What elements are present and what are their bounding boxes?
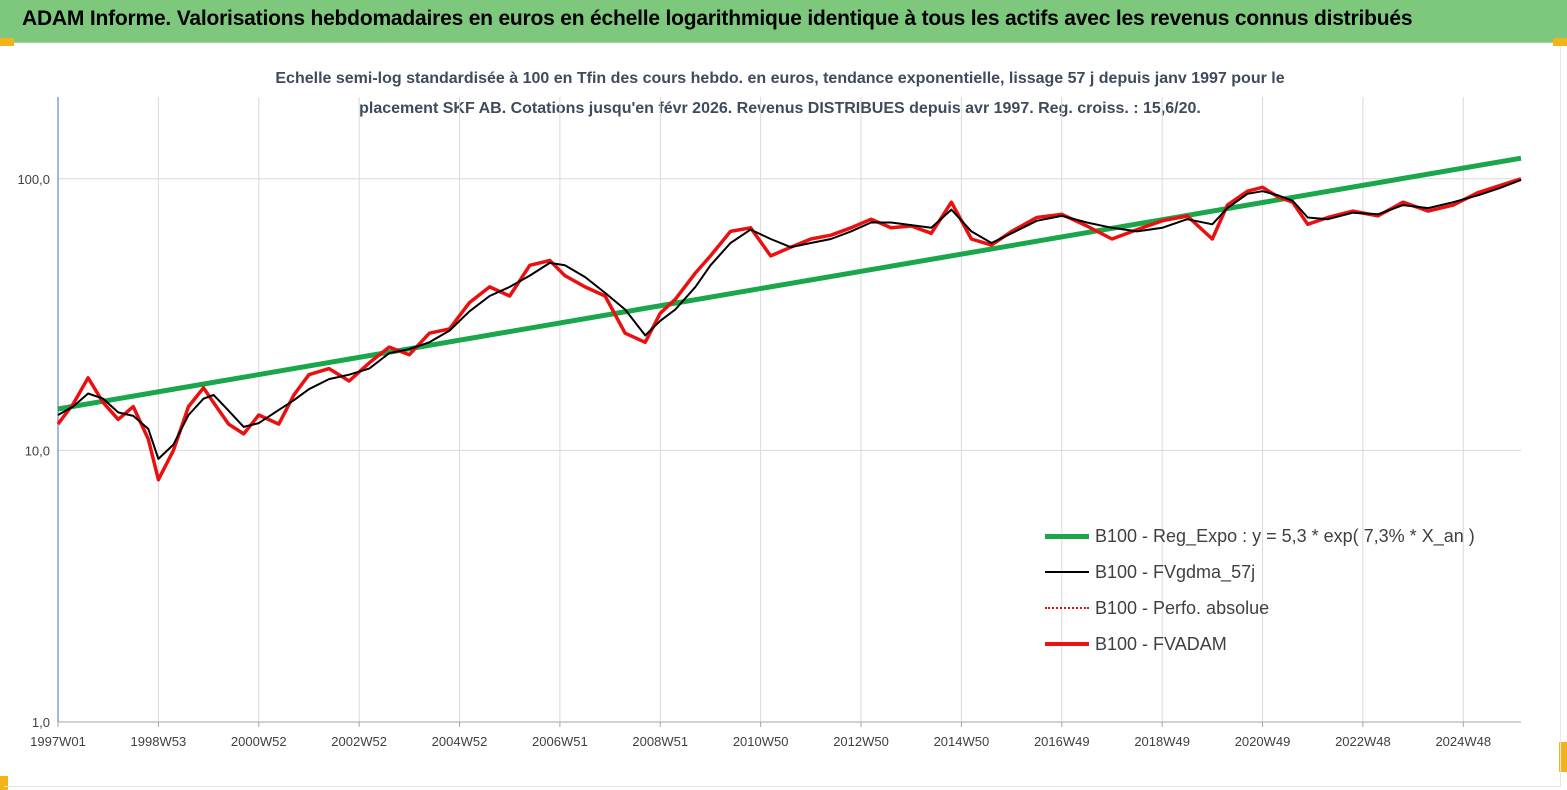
x-tick-label: 1997W01 (30, 734, 86, 749)
x-tick-label: 2006W51 (532, 734, 588, 749)
x-tick-label: 1998W53 (131, 734, 187, 749)
series-line-smoothed (57, 179, 1522, 460)
x-tick-label: 2018W49 (1134, 734, 1190, 749)
x-tick-label: 2024W48 (1435, 734, 1491, 749)
legend-swatch-fvadam (1045, 642, 1089, 646)
legend-label-trend: B100 - Reg_Expo : y = 5,3 * exp( 7,3% * … (1095, 525, 1475, 546)
legend-swatch-smoothed (1045, 571, 1089, 573)
corner-marker-bottom-right (1559, 742, 1567, 772)
chart-frame (4, 46, 1561, 787)
x-tick-label: 2004W52 (432, 734, 488, 749)
corner-marker-top-left (0, 38, 14, 46)
legend-item-smoothed: B100 - FVgdma_57j (1045, 554, 1475, 590)
legend-item-trend: B100 - Reg_Expo : y = 5,3 * exp( 7,3% * … (1045, 518, 1475, 554)
x-tick-label: 2012W50 (833, 734, 889, 749)
legend-label-smoothed: B100 - FVgdma_57j (1095, 561, 1256, 582)
chart-legend: B100 - Reg_Expo : y = 5,3 * exp( 7,3% * … (1045, 518, 1475, 662)
corner-marker-bottom-left (0, 776, 8, 790)
header-bar: ADAM Informe. Valorisations hebdomadaire… (0, 0, 1567, 43)
x-tick-label: 2002W52 (331, 734, 387, 749)
legend-swatch-perf (1045, 607, 1089, 609)
series-line-trend (57, 155, 1522, 412)
corner-marker-top-right (1553, 38, 1567, 46)
x-tick-label: 2014W50 (934, 734, 990, 749)
series-line-perf (57, 178, 1522, 482)
legend-label-perf: B100 - Perfo. absolue (1095, 597, 1270, 618)
y-tick-label: 10,0 (25, 443, 50, 458)
legend-item-perf: B100 - Perfo. absolue (1045, 590, 1475, 626)
legend-label-fvadam: B100 - FVADAM (1095, 633, 1227, 654)
legend-item-fvadam: B100 - FVADAM (1045, 626, 1475, 662)
x-tick-label: 2016W49 (1034, 734, 1090, 749)
x-tick-label: 2000W52 (231, 734, 287, 749)
x-tick-label: 2010W50 (733, 734, 789, 749)
y-tick-label: 1,0 (32, 715, 50, 730)
y-tick-label: 100,0 (17, 172, 50, 187)
page-title: ADAM Informe. Valorisations hebdomadaire… (22, 7, 1413, 30)
x-tick-label: 2022W48 (1335, 734, 1391, 749)
x-tick-label: 2008W51 (632, 734, 688, 749)
chart-title-line-2: placement SKF AB. Cotations jusqu'en fév… (359, 100, 1201, 117)
x-tick-label: 2020W49 (1235, 734, 1291, 749)
series-line-fvadam (56, 177, 1522, 482)
chart-title-line-1: Echelle semi-log standardisée à 100 en T… (275, 70, 1285, 87)
legend-swatch-trend (1045, 533, 1089, 539)
